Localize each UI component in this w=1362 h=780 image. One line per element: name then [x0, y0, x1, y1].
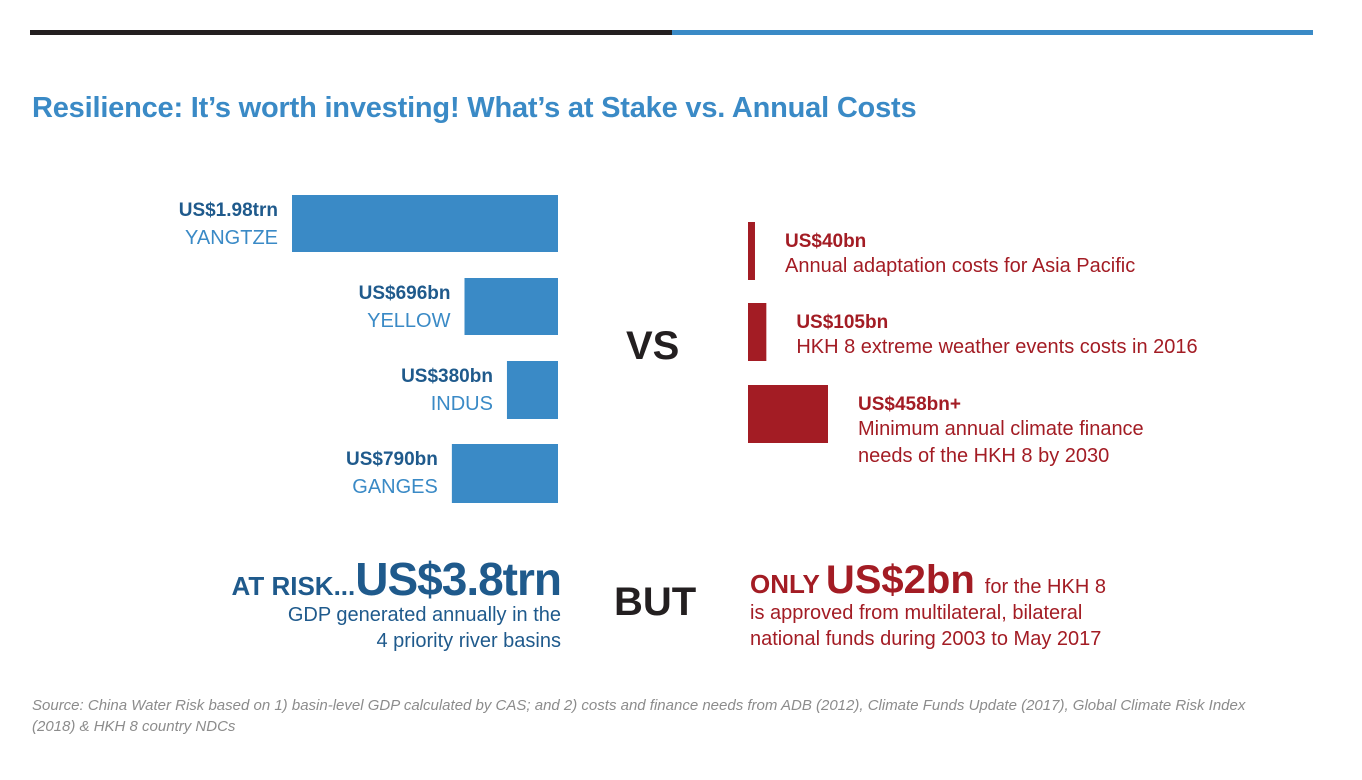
bar-yangtze — [292, 195, 558, 252]
only-headline: ONLY US$2bn for the HKH 8 — [750, 558, 1106, 603]
bar-category-label: YANGTZE — [185, 227, 278, 249]
but-label: BUT — [614, 580, 697, 624]
only-amount: US$2bn — [825, 558, 975, 602]
bar-yellow — [464, 278, 558, 335]
cost-description-line: needs of the HKH 8 by 2030 — [858, 445, 1109, 467]
bar-indus — [506, 361, 558, 419]
vs-label: VS — [626, 324, 680, 368]
bar-value-label: US$790bn — [346, 449, 438, 470]
page-title: Resilience: It’s worth investing! What’s… — [32, 92, 917, 124]
top-rule-dark — [30, 30, 672, 35]
at-risk-desc-line2: 4 priority river basins — [376, 630, 561, 652]
at-risk-amount: US$3.8trn — [355, 553, 562, 605]
cost-description-line: Annual adaptation costs for Asia Pacific — [785, 255, 1135, 277]
bar-value-label: US$696bn — [359, 283, 451, 304]
cost-bar-2 — [748, 303, 767, 361]
cost-bar-3 — [748, 385, 828, 443]
only-description: is approved from multilateral, bilateral… — [750, 600, 1101, 652]
only-desc-line1: is approved from multilateral, bilateral — [750, 602, 1083, 624]
at-risk-headline: AT RISK...US$3.8trn — [232, 552, 562, 606]
top-rule-blue — [672, 30, 1313, 35]
at-risk-desc-line1: GDP generated annually in the — [287, 604, 561, 626]
cost-value-label: US$105bn — [796, 312, 888, 333]
bar-value-label: US$1.98trn — [179, 200, 278, 221]
bar-ganges — [451, 444, 558, 503]
cost-bar-1 — [748, 222, 755, 280]
only-desc-line2: national funds during 2003 to May 2017 — [750, 628, 1102, 650]
only-tail: for the HKH 8 — [984, 576, 1106, 598]
cost-value-label: US$458bn+ — [858, 394, 961, 415]
source-note: Source: China Water Risk based on 1) bas… — [32, 697, 1246, 735]
bar-category-label: GANGES — [352, 476, 438, 498]
cost-description-line: HKH 8 extreme weather events costs in 20… — [796, 336, 1197, 358]
bar-category-label: INDUS — [431, 393, 493, 415]
bar-category-label: YELLOW — [367, 310, 450, 332]
bar-value-label: US$380bn — [401, 366, 493, 387]
cost-description-line: Minimum annual climate finance — [858, 418, 1144, 440]
at-risk-description: GDP generated annually in the 4 priority… — [288, 602, 561, 654]
cost-value-label: US$40bn — [785, 231, 866, 252]
at-risk-label: AT RISK... — [231, 571, 356, 601]
only-label: ONLY — [750, 569, 820, 599]
